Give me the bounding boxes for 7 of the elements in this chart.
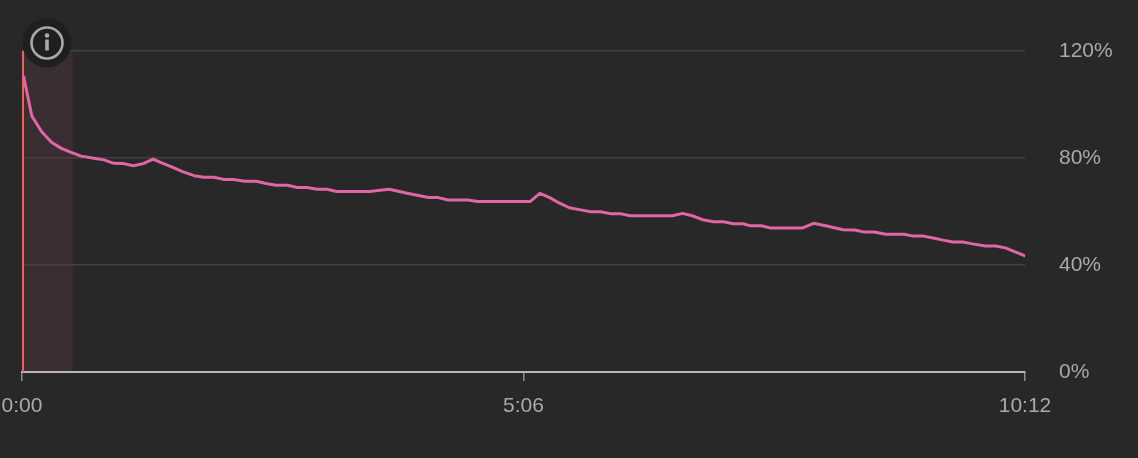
x-tick-label: 0:00 [1,393,43,417]
x-tick-label: 10:12 [998,393,1052,417]
y-tick-label: 80% [1059,144,1102,168]
y-tick-label: 40% [1059,251,1102,275]
y-tick-label: 0% [1059,358,1090,382]
y-tick-label: 120% [1059,37,1113,61]
x-tick-label: 5:06 [503,393,544,417]
